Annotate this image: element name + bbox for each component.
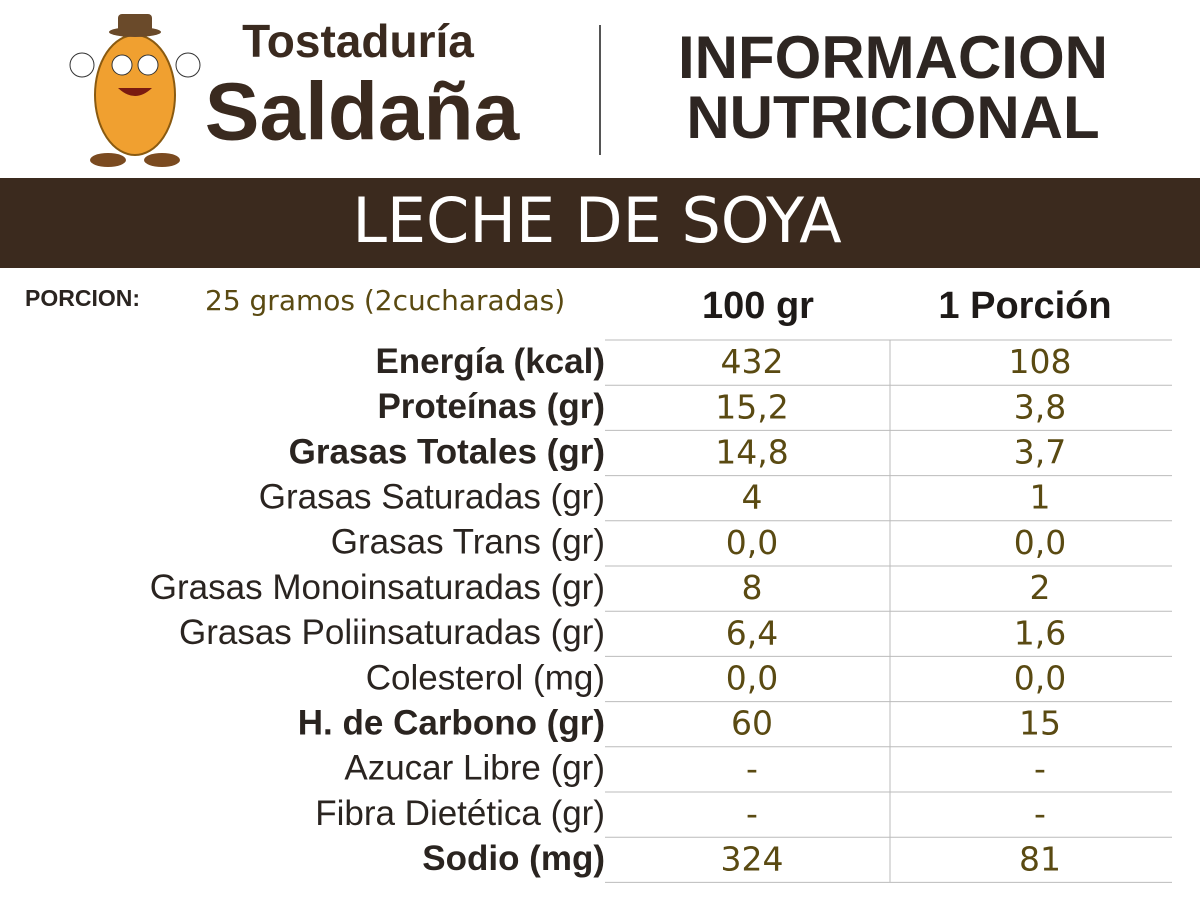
- value-100g: 0,0: [726, 659, 778, 698]
- mascot: [69, 14, 201, 167]
- row-label: Sodio (mg): [422, 839, 605, 878]
- value-portion: 1,6: [1014, 613, 1066, 652]
- glove: [69, 52, 95, 78]
- row-label: Grasas Totales (gr): [289, 432, 605, 471]
- row-label: Energía (kcal): [375, 342, 605, 381]
- row-label: Proteínas (gr): [377, 387, 605, 426]
- value-portion: 0,0: [1014, 523, 1066, 562]
- eye: [111, 54, 133, 76]
- product-name: LECHE DE SOYA: [352, 184, 841, 257]
- value-100g: -: [746, 794, 758, 833]
- value-portion: 3,7: [1014, 433, 1066, 472]
- value-100g: -: [746, 749, 758, 788]
- value-100g: 432: [721, 342, 784, 381]
- column-header: 100 gr: [702, 285, 814, 327]
- row-label: Grasas Monoinsaturadas (gr): [150, 568, 605, 607]
- row-label: Colesterol (mg): [366, 658, 605, 697]
- value-100g: 15,2: [715, 387, 788, 426]
- value-100g: 14,8: [715, 433, 788, 472]
- portion-value: 25 gramos (2cucharadas): [205, 284, 565, 317]
- hat-brim: [109, 27, 161, 37]
- value-portion: 2: [1030, 568, 1051, 607]
- row-label: H. de Carbono (gr): [298, 703, 605, 742]
- shoe: [90, 153, 126, 167]
- value-100g: 8: [742, 568, 763, 607]
- value-100g: 4: [742, 478, 763, 517]
- glove: [175, 52, 201, 78]
- value-100g: 60: [731, 704, 773, 743]
- mouth: [118, 88, 152, 96]
- value-portion: 15: [1019, 704, 1061, 743]
- value-portion: -: [1034, 794, 1046, 833]
- value-portion: 81: [1019, 839, 1061, 878]
- row-label: Grasas Trans (gr): [331, 523, 605, 562]
- product-band: [0, 178, 1200, 268]
- header-title: NUTRICIONAL: [686, 84, 1099, 151]
- shoe: [144, 153, 180, 167]
- eye: [137, 54, 159, 76]
- value-100g: 0,0: [726, 523, 778, 562]
- value-portion: 1: [1030, 478, 1051, 517]
- value-portion: 0,0: [1014, 659, 1066, 698]
- value-100g: 6,4: [726, 613, 778, 652]
- value-100g: 324: [721, 839, 784, 878]
- row-label: Fibra Dietética (gr): [315, 794, 605, 833]
- row-label: Grasas Poliinsaturadas (gr): [179, 613, 605, 652]
- column-header: 1 Porción: [938, 285, 1111, 327]
- nutrition-table: Energía (kcal) 432 108 Proteínas (gr) 15,2 3,…: [150, 339, 1172, 883]
- brand-line2: Saldaña: [205, 67, 521, 158]
- portion-label: PORCION:: [25, 285, 140, 311]
- brand-line1: Tostaduría: [242, 15, 474, 67]
- value-portion: 108: [1009, 342, 1072, 381]
- header-title: INFORMACION: [678, 24, 1108, 91]
- value-portion: 3,8: [1014, 387, 1066, 426]
- row-label: Azucar Libre (gr): [344, 749, 605, 788]
- row-label: Grasas Saturadas (gr): [259, 477, 605, 516]
- value-portion: -: [1034, 749, 1046, 788]
